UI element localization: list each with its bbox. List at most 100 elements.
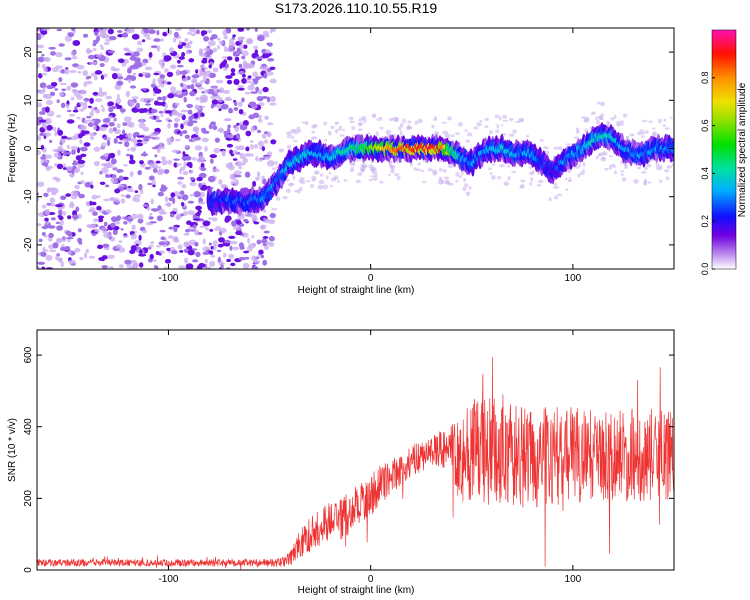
noise-speck (37, 62, 40, 69)
noise-speck (131, 33, 140, 40)
noise-speck (198, 182, 203, 188)
noise-speck (192, 224, 197, 229)
noise-speck (174, 117, 180, 123)
noise-speck (169, 213, 175, 218)
halo-speck (447, 163, 454, 169)
noise-speck (184, 134, 190, 139)
halo-speck (669, 116, 673, 119)
noise-speck (252, 71, 258, 78)
halo-speck (636, 166, 642, 170)
noise-speck (149, 253, 154, 260)
noise-speck (114, 188, 121, 194)
noise-speck (209, 228, 214, 232)
noise-speck (185, 263, 194, 269)
x-tick-label: 100 (565, 273, 582, 284)
noise-speck (254, 144, 258, 149)
noise-speck (96, 35, 101, 42)
noise-speck (37, 181, 45, 187)
halo-speck (285, 178, 290, 182)
noise-speck (64, 152, 72, 155)
noise-speck (193, 191, 201, 198)
noise-speck (93, 218, 99, 223)
halo-speck (457, 122, 463, 127)
x-tick-label: 100 (565, 574, 582, 585)
halo-speck (330, 125, 335, 130)
halo-speck (539, 139, 544, 142)
halo-speck (621, 173, 624, 177)
halo-speck (440, 179, 444, 185)
noise-speck (254, 49, 258, 55)
halo-speck (502, 119, 508, 122)
noise-speck (212, 217, 218, 222)
noise-speck (136, 213, 144, 220)
halo-speck (414, 120, 418, 126)
noise-speck (238, 40, 244, 43)
noise-speck (92, 211, 98, 216)
noise-speck (238, 257, 247, 261)
halo-speck (431, 124, 435, 129)
noise-speck (249, 140, 254, 143)
noise-speck (233, 78, 240, 85)
noise-speck (45, 106, 50, 113)
noise-speck (51, 67, 59, 73)
halo-speck (568, 176, 572, 182)
noise-speck (177, 59, 181, 64)
noise-speck (49, 249, 57, 253)
noise-speck (56, 99, 60, 103)
x-tick-label: -100 (158, 273, 178, 284)
halo-speck (375, 131, 379, 137)
halo-speck (455, 179, 459, 183)
noise-speck (43, 132, 52, 137)
noise-speck (93, 160, 100, 167)
noise-speck (196, 106, 202, 111)
halo-speck (314, 170, 320, 175)
noise-speck (202, 220, 211, 227)
noise-speck (76, 64, 85, 70)
halo-speck (317, 184, 324, 190)
noise-speck (124, 141, 130, 148)
halo-speck (620, 123, 624, 127)
noise-speck (204, 89, 210, 94)
noise-speck (159, 74, 166, 79)
noise-speck (60, 236, 67, 243)
noise-speck (156, 148, 161, 153)
snr-y-label: SNR (10 * v/v) (7, 418, 18, 482)
noise-speck (78, 108, 85, 112)
halo-speck (327, 130, 332, 136)
noise-speck (155, 251, 160, 255)
noise-speck (182, 130, 188, 134)
noise-speck (140, 62, 147, 66)
halo-speck (491, 163, 496, 166)
noise-speck (231, 150, 238, 155)
noise-speck (136, 139, 143, 143)
noise-speck (127, 216, 132, 220)
noise-speck (39, 132, 44, 136)
noise-speck (225, 162, 233, 169)
noise-speck (50, 82, 58, 87)
noise-speck (124, 47, 128, 51)
noise-speck (100, 163, 109, 167)
noise-speck (70, 96, 75, 101)
noise-speck (112, 228, 118, 236)
noise-speck (199, 98, 204, 104)
noise-speck (131, 96, 139, 100)
noise-speck (50, 51, 56, 56)
noise-speck (94, 70, 103, 75)
noise-speck (153, 88, 162, 94)
noise-speck (133, 131, 140, 137)
noise-speck (254, 28, 258, 32)
noise-speck (210, 95, 219, 100)
noise-speck (125, 29, 132, 34)
noise-speck (58, 209, 63, 216)
noise-speck (255, 76, 261, 81)
halo-speck (590, 112, 596, 115)
noise-speck (77, 159, 86, 164)
noise-speck (228, 134, 234, 139)
noise-speck (107, 115, 113, 119)
noise-speck (142, 204, 149, 207)
noise-speck (187, 249, 195, 256)
halo-speck (595, 156, 599, 160)
noise-speck (136, 47, 144, 52)
halo-speck (292, 175, 296, 181)
noise-speck (123, 220, 128, 225)
